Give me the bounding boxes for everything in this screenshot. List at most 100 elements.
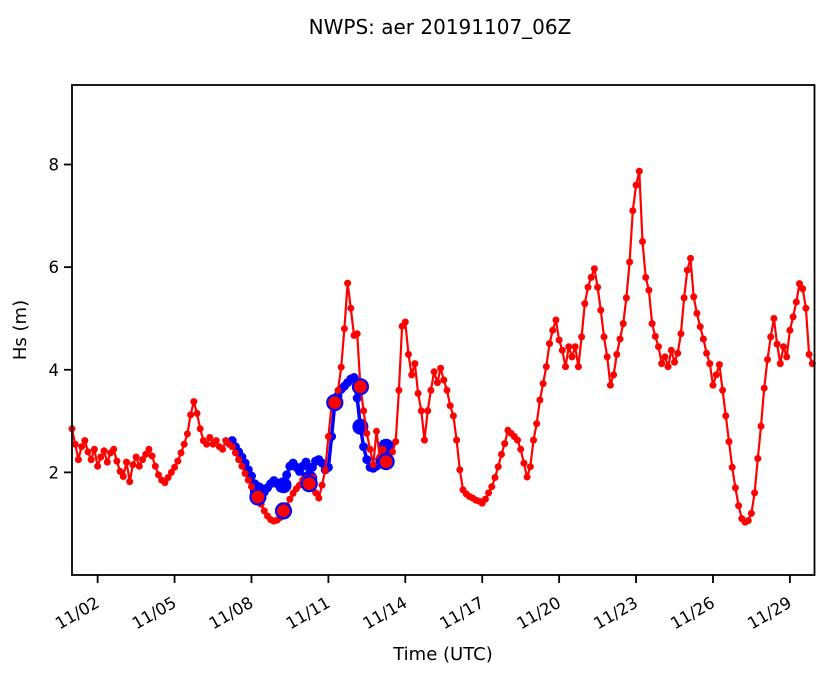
observations-point xyxy=(81,437,89,445)
observations-point xyxy=(248,483,255,491)
observations-point xyxy=(760,384,768,392)
observations-point xyxy=(584,283,592,291)
observations-point xyxy=(424,407,432,415)
observations-point xyxy=(680,294,688,302)
observations-point xyxy=(360,407,368,415)
observations-point xyxy=(597,306,605,314)
observations-point xyxy=(392,438,400,446)
y-tick-label: 6 xyxy=(49,258,60,277)
observations-point xyxy=(456,466,464,474)
observations-point xyxy=(687,254,694,262)
observations-point xyxy=(90,445,98,453)
observations-point xyxy=(151,462,159,470)
observations-point xyxy=(600,333,608,341)
observations-point xyxy=(645,286,653,294)
observations-point xyxy=(187,411,195,419)
observations-point xyxy=(565,343,573,351)
observations-point xyxy=(315,494,323,502)
observations-point xyxy=(148,452,156,460)
observations-point xyxy=(629,207,637,215)
observations-point xyxy=(379,445,387,453)
observations-point xyxy=(433,379,441,387)
observations-point xyxy=(446,402,454,410)
observations-point xyxy=(523,473,531,481)
observations-point xyxy=(321,466,329,474)
observations-point xyxy=(533,420,541,428)
observations-point xyxy=(706,360,714,368)
observations-point xyxy=(110,445,118,453)
observations-point xyxy=(74,456,82,464)
observations-point xyxy=(334,386,342,394)
observations-point xyxy=(613,350,621,358)
observations-point xyxy=(347,304,355,312)
observations-point xyxy=(260,507,268,515)
observations-point xyxy=(167,468,175,476)
observations-point xyxy=(789,313,797,321)
observations-point xyxy=(696,323,704,331)
observations-point xyxy=(639,238,646,245)
observations-point xyxy=(353,330,361,338)
observations-point xyxy=(558,346,566,354)
observations-point xyxy=(71,440,79,448)
x-tick-label: 11/11 xyxy=(283,593,334,633)
observations-point xyxy=(417,407,425,415)
observations-point xyxy=(802,304,810,312)
observations-point xyxy=(155,471,162,479)
observations-point xyxy=(574,363,582,371)
observations-point xyxy=(174,457,182,465)
observations-point xyxy=(642,273,650,281)
observations-point xyxy=(408,371,416,379)
observations-point xyxy=(363,429,371,437)
observations-point xyxy=(770,315,778,322)
observations-point xyxy=(494,463,502,471)
x-tick-label: 11/23 xyxy=(590,593,641,633)
observations-point xyxy=(517,445,525,453)
observations-point xyxy=(219,445,227,453)
observations-point xyxy=(337,363,345,371)
observations-point xyxy=(228,443,236,451)
observations-point xyxy=(610,371,618,379)
x-tick-label: 11/05 xyxy=(129,593,180,633)
observations-point xyxy=(725,438,733,446)
observations-point xyxy=(97,453,105,461)
observations-point xyxy=(443,386,451,394)
observations-point xyxy=(715,361,723,369)
observations-point xyxy=(212,437,220,445)
observations-point xyxy=(651,332,659,340)
observations-point xyxy=(449,412,457,420)
observations-point xyxy=(389,448,396,456)
observations-point xyxy=(536,396,544,404)
observations-point xyxy=(286,495,294,503)
observations-point xyxy=(699,335,707,343)
observations-point xyxy=(119,473,127,480)
observations-point xyxy=(196,425,204,433)
observations-point xyxy=(244,476,252,484)
observations-point xyxy=(780,343,787,351)
observations-point xyxy=(587,273,595,281)
observations-point xyxy=(485,489,493,497)
observations-point xyxy=(231,449,239,457)
observations-point xyxy=(703,349,711,357)
observations-point xyxy=(203,440,211,448)
observations-point xyxy=(501,440,509,448)
observations-point xyxy=(401,318,409,326)
observations-point xyxy=(142,450,150,458)
observations-point xyxy=(722,412,730,420)
observations-point xyxy=(530,436,537,444)
observations-point xyxy=(481,495,489,503)
observations-point xyxy=(318,481,326,489)
observations-point xyxy=(87,456,95,464)
x-tick-label: 11/17 xyxy=(437,593,488,633)
y-axis-label: Hs (m) xyxy=(10,300,31,360)
observations-point xyxy=(751,489,759,497)
observations-point xyxy=(238,462,246,470)
observation-daily-marker xyxy=(351,378,369,396)
observations-point xyxy=(498,450,505,458)
observations-point xyxy=(405,350,412,358)
x-tick-label: 11/02 xyxy=(52,593,103,633)
observations-point xyxy=(324,433,332,440)
observations-point xyxy=(100,447,108,455)
observation-daily-marker xyxy=(326,394,344,412)
